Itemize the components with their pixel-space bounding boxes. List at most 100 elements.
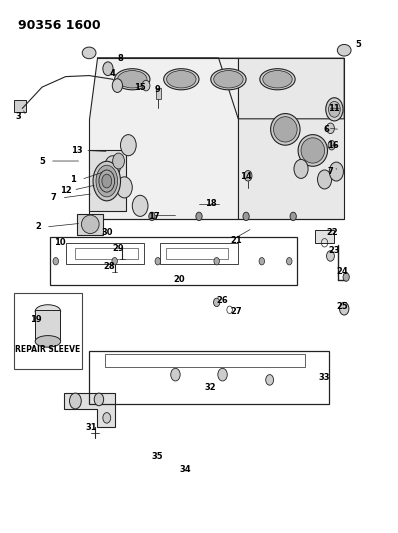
Circle shape bbox=[326, 251, 334, 261]
Text: 6: 6 bbox=[324, 125, 330, 134]
Bar bbox=[14, 100, 25, 112]
Circle shape bbox=[339, 302, 349, 315]
Circle shape bbox=[121, 135, 136, 156]
Text: 29: 29 bbox=[113, 244, 124, 253]
Circle shape bbox=[343, 273, 349, 281]
Circle shape bbox=[218, 368, 227, 381]
Circle shape bbox=[112, 79, 123, 92]
Circle shape bbox=[142, 80, 150, 91]
Ellipse shape bbox=[82, 215, 99, 233]
Bar bbox=[77, 214, 103, 235]
Text: 35: 35 bbox=[152, 452, 164, 461]
Text: 20: 20 bbox=[174, 275, 185, 284]
Text: 14: 14 bbox=[240, 172, 252, 181]
Circle shape bbox=[266, 375, 273, 385]
Circle shape bbox=[326, 98, 343, 121]
Ellipse shape bbox=[298, 135, 328, 166]
Ellipse shape bbox=[82, 47, 96, 59]
Polygon shape bbox=[89, 150, 127, 211]
Text: 90356 1600: 90356 1600 bbox=[18, 19, 101, 31]
Ellipse shape bbox=[113, 153, 125, 169]
Ellipse shape bbox=[117, 70, 147, 88]
Ellipse shape bbox=[167, 70, 196, 88]
Ellipse shape bbox=[102, 174, 112, 188]
Text: 32: 32 bbox=[205, 383, 217, 392]
Bar bbox=[166, 248, 228, 259]
Text: 19: 19 bbox=[30, 315, 42, 324]
Text: 22: 22 bbox=[326, 228, 338, 237]
Text: 30: 30 bbox=[101, 228, 113, 237]
Circle shape bbox=[243, 212, 249, 221]
Circle shape bbox=[171, 368, 180, 381]
Text: 13: 13 bbox=[72, 146, 83, 155]
Polygon shape bbox=[64, 393, 115, 427]
Ellipse shape bbox=[338, 44, 351, 56]
Text: 2: 2 bbox=[35, 222, 41, 231]
Ellipse shape bbox=[96, 165, 117, 197]
Circle shape bbox=[214, 257, 219, 265]
Ellipse shape bbox=[35, 305, 60, 318]
Circle shape bbox=[294, 159, 308, 179]
Text: 28: 28 bbox=[103, 262, 115, 271]
Text: 23: 23 bbox=[329, 246, 340, 255]
Text: 25: 25 bbox=[336, 302, 348, 311]
Circle shape bbox=[155, 257, 160, 265]
Ellipse shape bbox=[211, 69, 246, 90]
Ellipse shape bbox=[260, 69, 295, 90]
Text: 11: 11 bbox=[328, 104, 340, 113]
Circle shape bbox=[117, 177, 132, 198]
Circle shape bbox=[94, 393, 103, 406]
Ellipse shape bbox=[214, 70, 243, 88]
Circle shape bbox=[326, 123, 334, 134]
Text: 21: 21 bbox=[230, 236, 242, 245]
Text: 15: 15 bbox=[134, 83, 146, 92]
Circle shape bbox=[287, 257, 292, 265]
Text: 18: 18 bbox=[205, 199, 217, 208]
Text: REPAIR SLEEVE: REPAIR SLEEVE bbox=[15, 345, 80, 354]
Bar bbox=[35, 310, 60, 342]
Circle shape bbox=[70, 393, 81, 409]
Ellipse shape bbox=[273, 117, 297, 142]
Text: 4: 4 bbox=[110, 69, 115, 78]
Circle shape bbox=[132, 195, 148, 216]
Ellipse shape bbox=[93, 161, 121, 201]
Text: 17: 17 bbox=[148, 212, 160, 221]
Circle shape bbox=[103, 413, 111, 423]
Text: 27: 27 bbox=[230, 307, 242, 316]
Text: 12: 12 bbox=[60, 185, 72, 195]
Circle shape bbox=[103, 62, 113, 76]
Text: 31: 31 bbox=[85, 423, 97, 432]
Circle shape bbox=[259, 257, 265, 265]
Text: 5: 5 bbox=[39, 157, 45, 166]
Bar bbox=[105, 353, 305, 367]
Polygon shape bbox=[238, 58, 344, 219]
Text: 26: 26 bbox=[217, 296, 228, 305]
Text: 24: 24 bbox=[336, 267, 348, 276]
Ellipse shape bbox=[271, 114, 300, 145]
Text: 5: 5 bbox=[355, 41, 361, 50]
Text: 16: 16 bbox=[326, 141, 338, 150]
Circle shape bbox=[290, 212, 297, 221]
Circle shape bbox=[149, 212, 155, 221]
Circle shape bbox=[318, 170, 332, 189]
Circle shape bbox=[213, 298, 220, 306]
Text: 33: 33 bbox=[319, 373, 330, 382]
Bar bbox=[315, 230, 334, 243]
Circle shape bbox=[53, 257, 59, 265]
Text: 10: 10 bbox=[54, 238, 66, 247]
Text: 8: 8 bbox=[118, 54, 123, 63]
Circle shape bbox=[329, 162, 343, 181]
Ellipse shape bbox=[301, 138, 325, 163]
Circle shape bbox=[105, 156, 121, 177]
Polygon shape bbox=[89, 58, 238, 219]
Bar bbox=[160, 243, 238, 264]
Ellipse shape bbox=[35, 336, 60, 347]
Ellipse shape bbox=[164, 69, 199, 90]
Bar bbox=[156, 88, 160, 99]
Bar bbox=[75, 248, 138, 259]
Text: 9: 9 bbox=[155, 85, 161, 94]
Circle shape bbox=[196, 212, 202, 221]
Text: 1: 1 bbox=[70, 175, 76, 184]
Text: 7: 7 bbox=[51, 193, 57, 203]
Text: 3: 3 bbox=[16, 112, 21, 120]
